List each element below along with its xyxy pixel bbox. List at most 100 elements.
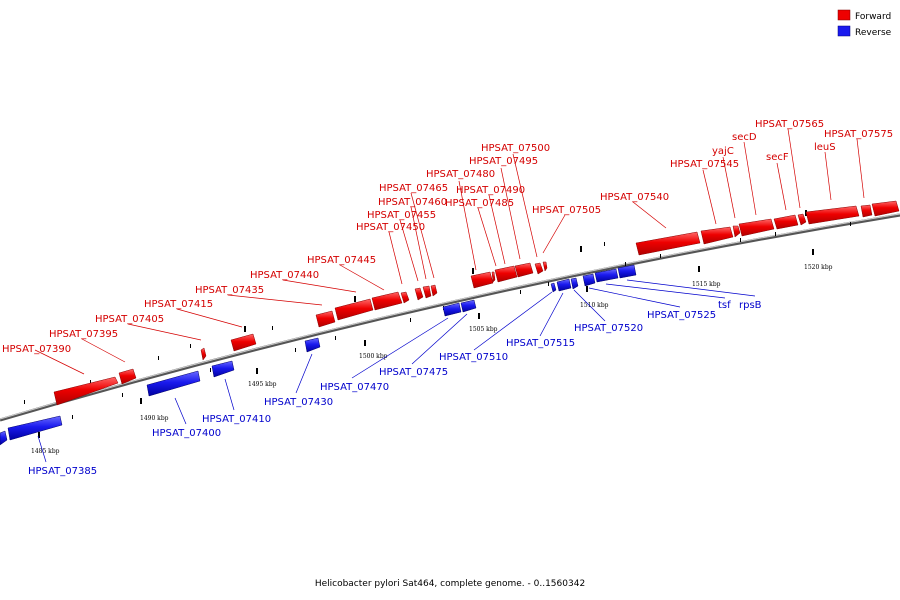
gene-label: secF	[766, 152, 789, 163]
tick-mark	[158, 356, 159, 360]
tick-mark	[850, 222, 851, 226]
gene-label: HPSAT_07390	[2, 344, 71, 355]
tick-mark	[90, 380, 91, 384]
figure-caption: Helicobacter pylori Sat464, complete gen…	[315, 579, 585, 589]
gene-label: secD	[732, 132, 757, 143]
gene-label: HPSAT_07445	[307, 255, 376, 266]
gene-forward-HPSAT_07445[interactable]	[371, 291, 403, 311]
forward-gene-labels: HPSAT_07390 HPSAT_07395 HPSAT_07405 HPSA…	[2, 119, 893, 355]
gene-reverse-HPSAT_07510[interactable]	[550, 282, 557, 293]
gene-forward-HPSAT_07440[interactable]	[334, 298, 374, 321]
gene-reverse-HPSAT_07385[interactable]	[0, 430, 8, 446]
gene-reverse-HPSAT_07430[interactable]	[304, 337, 321, 353]
tick-mark	[625, 262, 626, 266]
gene-label: HPSAT_07480	[426, 169, 495, 180]
gene-reverse-HPSAT_07520[interactable]	[570, 277, 579, 290]
tick-mark	[24, 400, 25, 404]
gene-forward-HPSAT_07495[interactable]	[514, 262, 534, 278]
tick-mark	[775, 232, 776, 236]
gene-forward-HPSAT_07460[interactable]	[422, 285, 432, 299]
tick-label: 1485 kbp	[31, 448, 60, 455]
legend-forward-label: Forward	[855, 12, 891, 22]
tick-mark	[72, 415, 73, 419]
gene-forward-secD[interactable]	[738, 218, 775, 237]
gene-forward-HPSAT_07395[interactable]	[118, 368, 137, 385]
gene-forward-yajC[interactable]	[732, 225, 741, 238]
gene-forward-HPSAT_07490[interactable]	[494, 265, 518, 283]
forward-genes	[53, 200, 900, 406]
gene-forward-HPSAT_07465[interactable]	[430, 284, 438, 297]
gene-forward-HPSAT_07500[interactable]	[534, 262, 544, 275]
gene-label: HPSAT_07505	[532, 205, 601, 216]
tick-mark	[256, 368, 258, 374]
gene-label: tsf	[718, 300, 731, 311]
gene-label: HPSAT_07395	[49, 329, 118, 340]
tick-mark	[740, 238, 741, 242]
gene-label: HPSAT_07575	[824, 129, 893, 140]
gene-forward-HPSAT_07435[interactable]	[315, 310, 336, 328]
gene-label: HPSAT_07520	[574, 323, 643, 334]
gene-forward-HPSAT_07565[interactable]	[797, 213, 807, 226]
gene-label: HPSAT_07540	[600, 192, 669, 203]
gene-forward-HPSAT_07455[interactable]	[414, 287, 424, 301]
gene-forward-HPSAT_07480[interactable]	[470, 271, 494, 289]
gene-forward-HPSAT_07540[interactable]	[635, 231, 701, 256]
gene-forward-HPSAT_07505[interactable]	[542, 261, 548, 272]
gene-label: HPSAT_07440	[250, 270, 319, 281]
tick-mark	[190, 344, 191, 348]
gene-reverse-tsf[interactable]	[594, 268, 619, 283]
gene-reverse-HPSAT_07470[interactable]	[442, 302, 462, 317]
gene-forward-HPSAT_07415[interactable]	[230, 333, 257, 352]
gene-reverse-HPSAT_07400[interactable]	[146, 370, 201, 397]
legend-reverse-label: Reverse	[855, 28, 892, 38]
gene-label: HPSAT_07565	[755, 119, 824, 130]
gene-label: rpsB	[739, 300, 762, 311]
tick-label: 1495 kbp	[248, 381, 277, 388]
gene-forward-HPSAT_07485[interactable]	[491, 271, 496, 283]
tick-mark	[295, 348, 296, 352]
gene-label: HPSAT_07510	[439, 352, 508, 363]
tick-label: 1520 kbp	[804, 264, 833, 271]
tick-label: 1515 kbp	[692, 281, 721, 288]
tick-mark	[604, 242, 605, 246]
gene-label: HPSAT_07515	[506, 338, 575, 349]
gene-forward-HPSAT_07390[interactable]	[53, 376, 119, 406]
tick-mark	[210, 368, 211, 372]
gene-reverse-HPSAT_07525[interactable]	[582, 273, 596, 287]
gene-label: HPSAT_07495	[469, 156, 538, 167]
gene-reverse-HPSAT_07515[interactable]	[556, 278, 572, 292]
forward-leader-lines	[34, 128, 865, 375]
gene-forward-secF[interactable]	[773, 214, 799, 230]
gene-reverse-HPSAT_07410[interactable]	[211, 360, 235, 378]
gene-label: HPSAT_07460	[378, 197, 447, 208]
gene-reverse-HPSAT_07475[interactable]	[460, 299, 477, 313]
tick-label: 1510 kbp	[580, 302, 609, 309]
tick-label: 1505 kbp	[469, 326, 498, 333]
gene-forward-HPSAT_07405[interactable]	[200, 347, 207, 361]
gene-forward-HPSAT_07575[interactable]	[860, 204, 873, 218]
tick-mark	[520, 290, 521, 294]
gene-label: HPSAT_07405	[95, 314, 164, 325]
tick-mark	[244, 326, 246, 332]
gene-forward-leuS[interactable]	[805, 205, 860, 225]
gene-reverse-rpsB[interactable]	[617, 264, 637, 279]
gene-label: HPSAT_07490	[456, 185, 525, 196]
tick-mark	[698, 266, 700, 272]
tick-label: 1490 kbp	[140, 415, 169, 422]
gene-label: leuS	[814, 142, 836, 153]
gene-label: HPSAT_07470	[320, 382, 389, 393]
gene-label: HPSAT_07385	[28, 466, 97, 477]
tick-mark	[272, 326, 273, 330]
gene-label: HPSAT_07455	[367, 210, 436, 221]
genome-backbone	[0, 213, 900, 422]
gene-forward-HPSAT_07545[interactable]	[700, 226, 734, 245]
gene-forward-HPSAT_07450[interactable]	[400, 291, 410, 304]
tick-labels: 1485 kbp 1490 kbp 1495 kbp 1500 kbp 1505…	[31, 264, 833, 455]
gene-label: HPSAT_07475	[379, 367, 448, 378]
tick-mark	[38, 432, 40, 438]
gene-forward-extra[interactable]	[871, 200, 900, 217]
tick-mark	[548, 282, 549, 286]
gene-label: HPSAT_07500	[481, 143, 550, 154]
gene-reverse-HPSAT_07385-b[interactable]	[7, 415, 63, 441]
